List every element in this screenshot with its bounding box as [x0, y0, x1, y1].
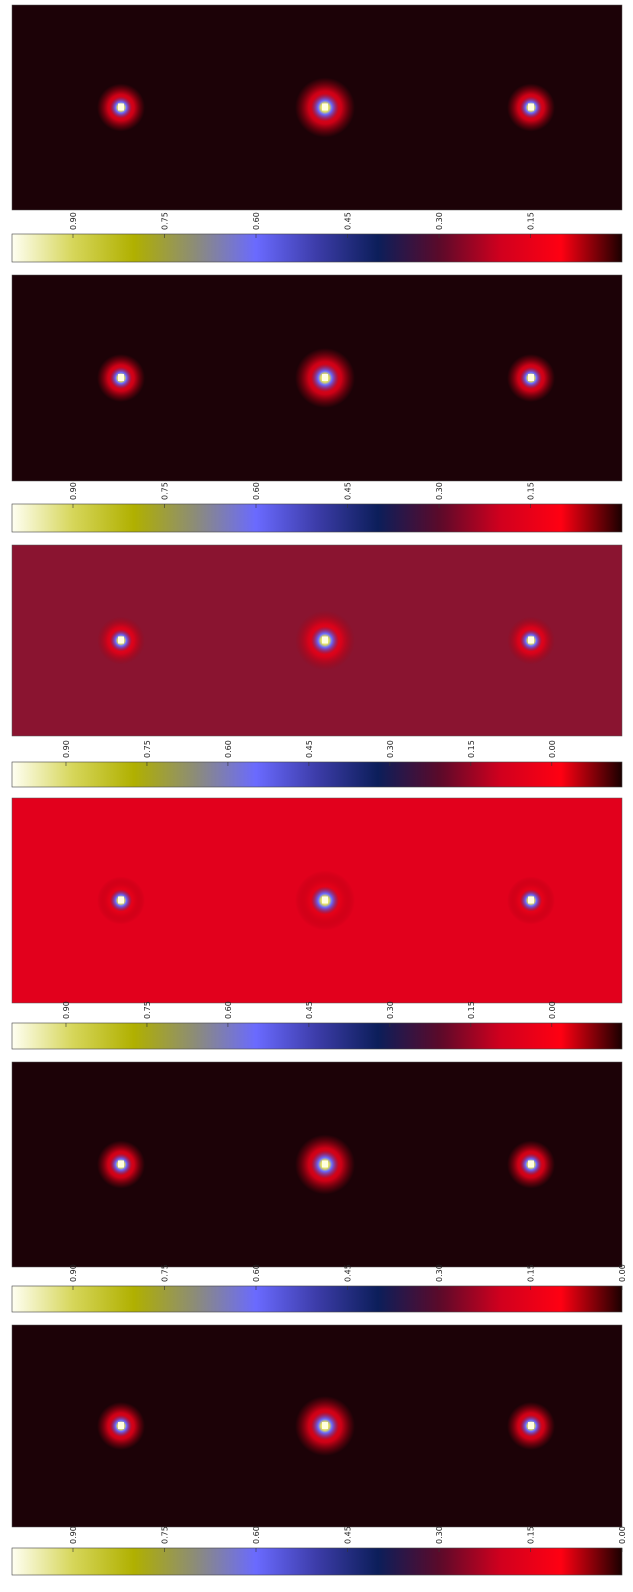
psf-peak: [118, 896, 124, 904]
colorbar-tick-label: 0.45: [344, 1526, 353, 1544]
colorbar-tick-label: 0.00: [618, 1526, 627, 1544]
colorbar-tick-label: 0.75: [143, 740, 152, 758]
colorbar-tick-label: 0.15: [467, 1001, 476, 1019]
psf-peak: [322, 374, 328, 381]
psf-peak: [528, 896, 534, 904]
colorbar-tick-label: 0.45: [344, 482, 353, 500]
colorbar: [11, 1547, 623, 1576]
colorbar-tick-label: 0.45: [344, 212, 353, 230]
psf-peak: [322, 636, 328, 644]
colorbar-tick-label: 0.75: [161, 1264, 170, 1282]
psf-peak: [528, 103, 534, 111]
colorbar-tick-label: 0.90: [69, 1526, 78, 1544]
psf-peak: [322, 103, 328, 111]
colorbar-tick-label: 0.90: [62, 740, 71, 758]
colorbar-tick-label: 0.90: [69, 1264, 78, 1282]
colorbar: [11, 503, 623, 533]
colorbar-tick-label: 0.30: [435, 1264, 444, 1282]
colorbar-tick-label: 0.15: [527, 482, 536, 500]
colorbar-tick-label: 0.45: [305, 740, 314, 758]
colorbar-tick-label: 0.60: [252, 212, 261, 230]
colorbar-tick-label: 0.60: [252, 1526, 261, 1544]
psf-peak: [118, 1422, 124, 1429]
colorbar-tick-label: 0.75: [161, 1526, 170, 1544]
colorbar-tick-label: 0.45: [305, 1001, 314, 1019]
colorbar-tick-label: 0.90: [69, 482, 78, 500]
psf-peak: [528, 374, 534, 381]
psf-peak: [322, 1422, 328, 1429]
colorbar-tick-label: 0.00: [548, 740, 557, 758]
colorbar-tick-label: 0.30: [435, 212, 444, 230]
colorbar-tick-label: 0.30: [386, 740, 395, 758]
colorbar-tick-label: 0.75: [143, 1001, 152, 1019]
psf-peak: [118, 636, 124, 644]
psf-peak: [322, 1160, 328, 1168]
colorbar-tick-label: 0.15: [527, 212, 536, 230]
colorbar: [11, 761, 623, 788]
colorbar-tick-label: 0.60: [252, 1264, 261, 1282]
colorbar-tick-label: 0.90: [62, 1001, 71, 1019]
psf-peak: [528, 636, 534, 644]
psf-peak: [118, 103, 124, 111]
psf-peak: [322, 896, 328, 904]
psf-peak: [528, 1160, 534, 1168]
psf-peak: [118, 1160, 124, 1168]
colorbar-tick-label: 0.30: [435, 482, 444, 500]
colorbar: [11, 1022, 623, 1050]
colorbar-tick-label: 0.15: [527, 1264, 536, 1282]
colorbar-tick-label: 0.75: [161, 482, 170, 500]
colorbar-tick-label: 0.60: [224, 740, 233, 758]
colorbar-tick-label: 0.30: [435, 1526, 444, 1544]
colorbar-tick-label: 0.15: [527, 1526, 536, 1544]
colorbar-tick-label: 0.90: [69, 212, 78, 230]
colorbar-tick-label: 0.15: [467, 740, 476, 758]
psf-peak: [528, 1422, 534, 1429]
colorbar: [11, 1285, 623, 1313]
colorbar: [11, 233, 623, 263]
colorbar-tick-label: 0.60: [252, 482, 261, 500]
colorbar-tick-label: 0.30: [386, 1001, 395, 1019]
psf-peak: [118, 374, 124, 381]
colorbar-tick-label: 0.00: [548, 1001, 557, 1019]
colorbar-tick-label: 0.45: [344, 1264, 353, 1282]
colorbar-tick-label: 0.00: [618, 1264, 627, 1282]
colorbar-tick-label: 0.60: [224, 1001, 233, 1019]
colorbar-tick-label: 0.75: [161, 212, 170, 230]
